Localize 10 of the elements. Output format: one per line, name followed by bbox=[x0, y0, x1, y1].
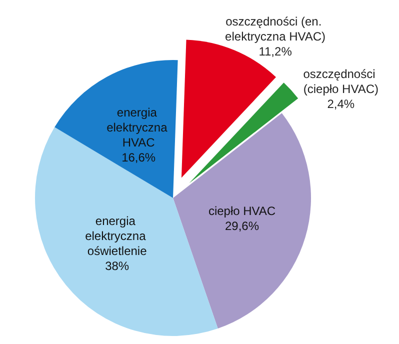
data-label: 29,6% bbox=[225, 218, 260, 233]
slice-label: energia elektryczna HVAC bbox=[106, 105, 171, 150]
slice-label: oszczędności (en. elektryczna HVAC) bbox=[225, 14, 326, 44]
data-label: 11,2% bbox=[258, 44, 292, 58]
data-label: 38% bbox=[105, 258, 130, 273]
slice-label: oszczędności (ciepło HVAC) bbox=[303, 66, 379, 96]
slice-label: energia elektryczna oświetlenie bbox=[85, 214, 150, 258]
data-label: 2,4% bbox=[327, 96, 355, 111]
slice-label: ciepło HVAC bbox=[208, 204, 276, 218]
data-label: 16,6% bbox=[122, 150, 156, 164]
